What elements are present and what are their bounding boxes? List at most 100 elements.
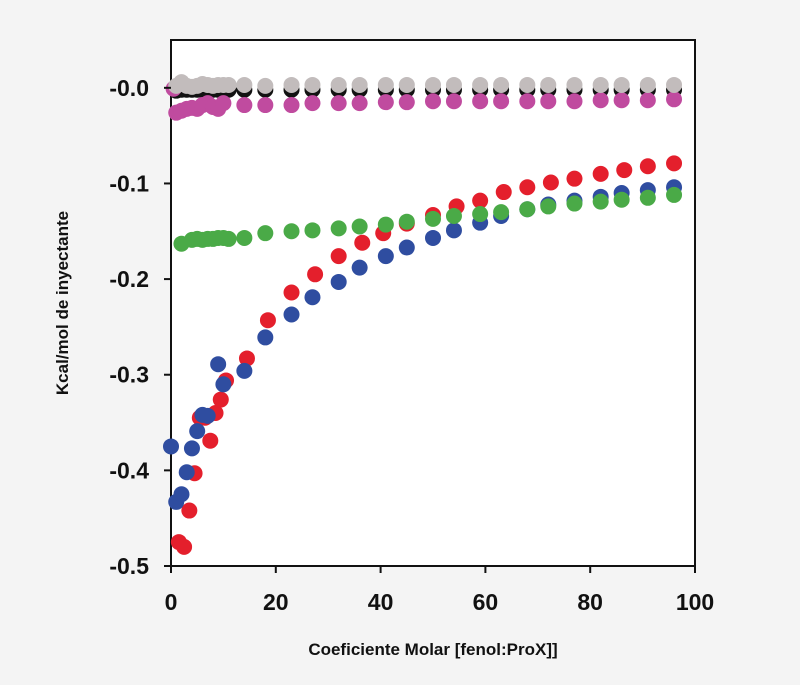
data-point [425, 210, 441, 227]
data-point [283, 97, 300, 114]
data-point [566, 195, 583, 212]
x-tick-label: 0 [165, 589, 178, 615]
data-point [493, 93, 510, 110]
data-point [613, 92, 630, 109]
data-point [592, 76, 609, 93]
data-point [377, 94, 394, 111]
y-tick-label: -0.3 [109, 362, 149, 388]
x-tick-label: 20 [263, 589, 289, 615]
data-point [666, 186, 683, 203]
data-point [398, 239, 415, 256]
data-point [236, 76, 253, 93]
series-6 [173, 186, 683, 252]
data-point [377, 216, 394, 233]
data-point [613, 76, 630, 93]
y-tick-label: -0.5 [109, 553, 149, 579]
data-point [592, 165, 609, 182]
data-point [425, 229, 441, 246]
data-point [236, 229, 253, 246]
data-point [425, 93, 441, 110]
data-point [377, 248, 394, 265]
data-point [566, 76, 583, 93]
data-point [304, 76, 321, 93]
data-point [257, 97, 274, 114]
data-point [639, 92, 656, 109]
data-point [238, 350, 255, 367]
data-point [666, 76, 683, 93]
data-point [283, 284, 300, 301]
data-point [215, 376, 232, 393]
plot-frame [170, 39, 696, 567]
data-point [257, 77, 274, 94]
data-point [639, 158, 656, 175]
x-tick-label: 80 [577, 589, 603, 615]
data-point [163, 438, 179, 455]
data-point [445, 76, 462, 93]
data-point [639, 189, 656, 206]
data-point [351, 259, 368, 276]
data-point [445, 222, 462, 239]
data-point [202, 432, 219, 449]
data-point [210, 356, 227, 373]
data-point [425, 76, 441, 93]
data-point [257, 225, 274, 242]
data-point [666, 155, 683, 172]
data-point [592, 193, 609, 210]
data-point [519, 179, 536, 196]
data-point [183, 440, 200, 457]
data-point [304, 222, 321, 239]
data-point [540, 93, 557, 110]
data-point [666, 91, 683, 108]
y-axis-label: Kcal/mol de inyectante [53, 211, 72, 395]
data-point [613, 191, 630, 208]
data-point [330, 273, 347, 290]
y-tick-label: -0.4 [109, 457, 149, 483]
data-point [304, 95, 321, 112]
data-point [542, 174, 559, 191]
data-point [215, 95, 232, 112]
data-point [283, 306, 300, 323]
data-point [212, 391, 229, 408]
data-point [330, 248, 347, 265]
data-point [259, 312, 276, 329]
data-point [377, 76, 394, 93]
data-point [330, 95, 347, 112]
data-point [398, 76, 415, 93]
data-points [163, 74, 683, 555]
data-point [540, 76, 557, 93]
data-point [566, 93, 583, 110]
data-point [220, 76, 237, 93]
data-point [307, 266, 324, 283]
y-tick-label: -0.2 [109, 266, 149, 292]
data-point [495, 184, 512, 201]
x-tick-label: 60 [473, 589, 499, 615]
data-point [445, 93, 462, 110]
data-point [472, 206, 489, 223]
data-point [616, 162, 633, 179]
series-3 [168, 74, 683, 95]
data-point [189, 423, 206, 440]
data-point [472, 76, 489, 93]
y-tick-label: -0.0 [109, 75, 149, 101]
data-point [351, 218, 368, 235]
data-point [398, 94, 415, 111]
y-tick-label: -0.1 [109, 170, 149, 196]
data-point [398, 213, 415, 230]
data-point [199, 407, 216, 424]
data-point [176, 538, 193, 555]
data-point [236, 97, 253, 114]
data-point [351, 95, 368, 112]
data-point [540, 198, 557, 215]
data-point [354, 234, 371, 251]
data-point [173, 486, 190, 503]
series-5 [163, 179, 683, 510]
x-tick-label: 40 [368, 589, 394, 615]
data-point [519, 76, 536, 93]
data-point [181, 502, 198, 519]
data-point [283, 76, 300, 93]
data-point [493, 76, 510, 93]
data-point [304, 289, 321, 306]
data-point [178, 464, 195, 481]
